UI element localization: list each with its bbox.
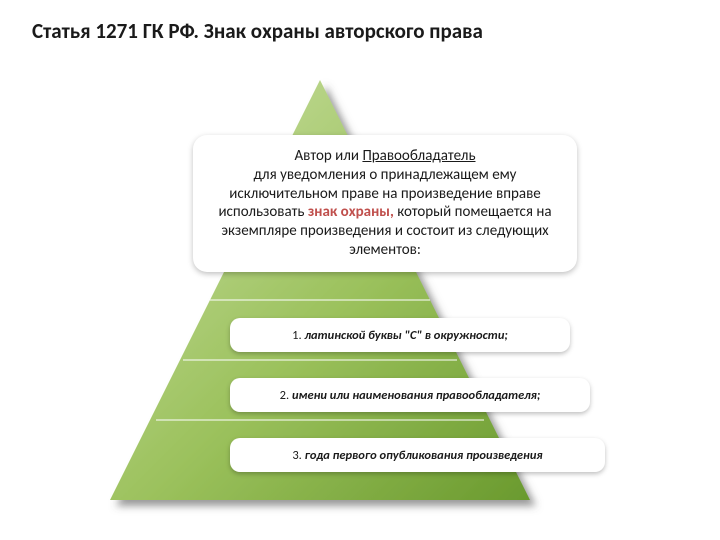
item-text: имени или наименования правообладателя; (289, 388, 540, 403)
slide: Статья 1271 ГК РФ. Знак охраны авторског… (0, 0, 720, 540)
item-text: латинской буквы "C" в окружности; (302, 328, 508, 343)
list-item-1: 1. латинской буквы "C" в окружности; (230, 318, 570, 352)
item-num: 3. (292, 448, 302, 463)
main-description-box: Автор или Правообладатель для уведомлени… (193, 135, 577, 272)
item-num: 2. (280, 388, 290, 403)
main-line1-prefix: Автор или (294, 147, 362, 165)
item-text: года первого опубликования произведения (302, 448, 543, 463)
list-item-2: 2. имени или наименования правообладател… (230, 378, 590, 412)
main-accent: знак охраны, (308, 203, 394, 221)
item-num: 1. (292, 328, 302, 343)
main-line1-underline: Правообладатель (362, 147, 475, 165)
list-item-3: 3. года первого опубликования произведен… (230, 438, 605, 472)
